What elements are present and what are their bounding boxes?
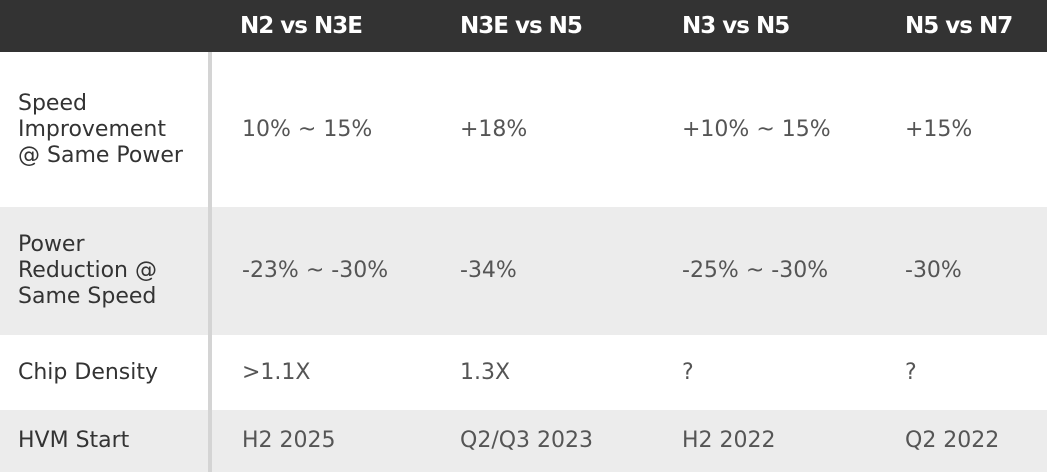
table-cell: H2 2025 [210, 410, 430, 472]
cell-text: Q2/Q3 2023 [460, 428, 594, 453]
cell-text: ? [682, 359, 694, 385]
cell-text: -34% [460, 258, 517, 283]
cell-text: HVM Start [18, 428, 130, 453]
row-label: Power Reduction @ Same Speed [0, 207, 212, 335]
table-cell: ? [875, 335, 1047, 410]
cell-text: ? [905, 359, 917, 385]
table-cell: -30% [875, 207, 1047, 335]
table-cell: ? [652, 335, 875, 410]
table-cell: 1.3X [430, 335, 652, 410]
row-label: HVM Start [0, 410, 212, 472]
cell-text: H2 2025 [242, 428, 336, 453]
header-cell: N3 vs N5 [652, 0, 875, 52]
row-label: Chip Density [0, 335, 212, 410]
table-cell: 10% ~ 15% [210, 52, 430, 207]
header-row: N2 vs N3E N3E vs N5 N3 vs N5 N5 vs N7 [0, 0, 1047, 52]
cell-text: Speed Improvement @ Same Power [18, 90, 183, 168]
table-body: Speed Improvement @ Same Power 10% ~ 15% +… [0, 52, 1047, 472]
row-label: Speed Improvement @ Same Power [0, 52, 212, 207]
cell-text: H2 2022 [682, 428, 776, 453]
table-cell: +10% ~ 15% [652, 52, 875, 207]
header-cell: N2 vs N3E [210, 0, 430, 52]
table-cell: >1.1X [210, 335, 430, 410]
cell-text: -23% ~ -30% [242, 258, 389, 283]
cell-text: -25% ~ -30% [682, 258, 829, 283]
cell-text: +10% ~ 15% [682, 116, 831, 142]
table-cell: +15% [875, 52, 1047, 207]
header-cell [0, 0, 210, 52]
table-cell: Q2 2022 [875, 410, 1047, 472]
cell-text: +15% [905, 116, 973, 142]
table-cell: +18% [430, 52, 652, 207]
table-cell: -25% ~ -30% [652, 207, 875, 335]
table-cell: H2 2022 [652, 410, 875, 472]
header-cell: N5 vs N7 [875, 0, 1047, 52]
table-cell: Q2/Q3 2023 [430, 410, 652, 472]
cell-text: Q2 2022 [905, 428, 1000, 453]
cell-text: +18% [460, 116, 528, 142]
cell-text: Chip Density [18, 359, 159, 385]
table-cell: -23% ~ -30% [210, 207, 430, 335]
table-cell: -34% [430, 207, 652, 335]
table-row: Power Reduction @ Same Speed -23% ~ -30% -… [0, 207, 1047, 335]
table-row: HVM Start H2 2025 Q2/Q3 2023 H2 2022 Q2 2022 [0, 410, 1047, 472]
header-cell: N3E vs N5 [430, 0, 652, 52]
cell-text: Power Reduction @ Same Speed [18, 232, 157, 309]
cell-text: 10% ~ 15% [242, 116, 373, 142]
cell-text: >1.1X [242, 359, 311, 385]
cell-text: 1.3X [460, 359, 511, 385]
table-row: Speed Improvement @ Same Power 10% ~ 15% +… [0, 52, 1047, 207]
cell-text: -30% [905, 258, 962, 283]
table-row: Chip Density >1.1X 1.3X?? [0, 335, 1047, 410]
